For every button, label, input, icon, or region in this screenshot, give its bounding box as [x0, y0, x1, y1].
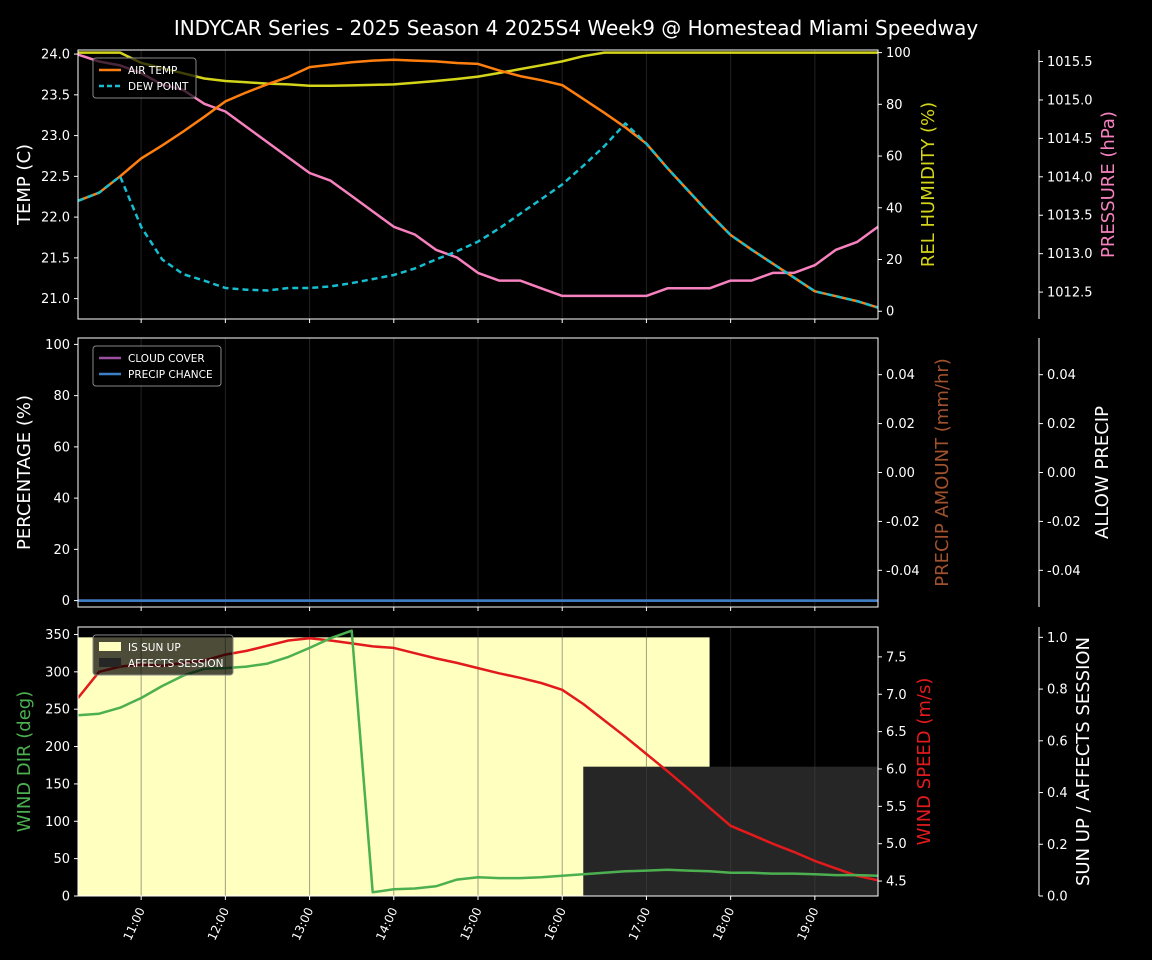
temp-far-right-tick-label: 1015.0 [1047, 93, 1093, 108]
temp-panel: 21.0 21.5 22.0 22.5 23.0 23.5 24.0 TEMP (C) 0 20 4… [14, 46, 1119, 323]
wind-right-axis-label: WIND SPEED (m/s) [914, 678, 935, 846]
chart_data.0-left-tick-label: 21.0 [41, 292, 70, 307]
precip-far-right-axis-label: ALLOW PRECIP [1092, 406, 1113, 539]
wind-legend-swatch [99, 642, 121, 651]
chart_data.0-left-tick-label: 22.5 [41, 170, 70, 185]
chart_data.2-left-tick-label: 350 [45, 628, 70, 643]
chart_data.2-left-tick-label: 150 [45, 777, 70, 792]
chart_data.1-left-tick-label: 60 [53, 440, 70, 455]
chart_data.1-left-axis-label: PERCENTAGE (%) [14, 395, 35, 550]
wind-far-right-tick-label: 0.2 [1047, 838, 1068, 853]
chart_data.0-left-tick-label: 23.0 [41, 129, 70, 144]
precip-far-right-tick-label: -0.04 [1047, 564, 1081, 579]
precip-far-right-tick-label: -0.02 [1047, 515, 1081, 530]
chart_data.0-left-tick-label: 23.5 [41, 88, 70, 103]
precip-far-right-tick-label: 0.02 [1047, 417, 1076, 432]
temp-right-tick-label: 20 [886, 253, 903, 268]
chart_data.0-left-axis-label: TEMP (C) [14, 144, 35, 226]
chart_data.1-left-tick-label: 0 [62, 594, 70, 609]
wind-right-tick-label: 6.0 [886, 762, 907, 777]
chart_data.0-left-tick-label: 22.0 [41, 211, 70, 226]
wind-legend-label: AFFECTS SESSION [128, 658, 224, 670]
dew-point-line [77, 122, 879, 309]
temp-far-right-tick-label: 1012.5 [1047, 286, 1093, 301]
chart_data.1-left-tick-label: 20 [53, 543, 70, 558]
precip-right-tick-label: 0.04 [886, 368, 915, 383]
wind-right-tick-label: 5.5 [886, 800, 907, 815]
chart-title: INDYCAR Series - 2025 Season 4 2025S4 We… [174, 16, 979, 40]
wind-right-tick-label: 4.5 [886, 875, 907, 890]
precip-right-axis-label: PRECIP AMOUNT (mm/hr) [932, 358, 953, 587]
chart_data.2-left-axis-label: WIND DIR (deg) [14, 691, 35, 833]
temp-right-tick-label: 40 [886, 201, 903, 216]
wind-right-tick-label: 6.5 [886, 725, 907, 740]
precip-legend-label: PRECIP CHANCE [128, 369, 213, 381]
temp-right-tick-label: 60 [886, 150, 903, 165]
temp-far-right-tick-label: 1014.0 [1047, 170, 1093, 185]
chart_data.2-left-tick-label: 50 [53, 852, 70, 867]
humidity-line [78, 51, 878, 87]
temp-far-right-tick-label: 1013.5 [1047, 209, 1093, 224]
chart_data.1-left-tick-label: 40 [53, 492, 70, 507]
precip-far-right-tick-label: 0.04 [1047, 368, 1076, 383]
chart_data.2-left-tick-label: 300 [45, 665, 70, 680]
wind-far-right-axis-label: SUN UP / AFFECTS SESSION [1073, 637, 1094, 886]
wind-far-right-tick-label: 0.0 [1047, 890, 1068, 905]
temp-legend-label: DEW POINT [128, 81, 189, 93]
chart_data.2-left-tick-label: 250 [45, 703, 70, 718]
temp-right-tick-label: 80 [886, 98, 903, 113]
wind-far-right-tick-label: 0.4 [1047, 786, 1068, 801]
chart_data.2-left-tick-label: 0 [62, 890, 70, 905]
pressure-line [77, 53, 879, 298]
wind-far-right-tick-label: 1.0 [1047, 631, 1068, 646]
temp-right-tick-label: 100 [886, 46, 911, 61]
temp-far-right-tick-label: 1015.5 [1047, 55, 1093, 70]
precip-panel: 0 20 40 60 80 100 PERCENTAGE (%) -0.04 -0.02 0.00… [14, 337, 1113, 611]
precip-right-tick-label: -0.02 [886, 515, 920, 530]
wind-far-right-tick-label: 0.6 [1047, 734, 1068, 749]
wind-right-tick-label: 7.5 [886, 650, 907, 665]
temp-legend-box [92, 57, 197, 99]
chart_data.0-left-tick-label: 24.0 [41, 48, 70, 63]
precip-right-tick-label: 0.00 [886, 466, 915, 481]
chart_data.1-left-tick-label: 100 [45, 338, 70, 353]
precip-right-tick-label: -0.04 [886, 564, 920, 579]
temp-legend-label: AIR TEMP [128, 65, 177, 77]
wind-right-tick-label: 7.0 [886, 688, 907, 703]
wind-far-right-tick-label: 0.8 [1047, 683, 1068, 698]
wind-legend-label: IS SUN UP [128, 642, 181, 654]
temp-far-right-tick-label: 1013.0 [1047, 247, 1093, 262]
precip-legend-box [92, 345, 222, 387]
chart_data.0-left-tick-label: 21.5 [41, 251, 70, 266]
precip-legend-label: CLOUD COVER [128, 353, 205, 365]
temp-far-right-tick-label: 1014.5 [1047, 132, 1093, 147]
precip-right-tick-label: 0.02 [886, 417, 915, 432]
temp-far-right-axis-label: PRESSURE (hPa) [1098, 111, 1119, 258]
wind-right-tick-label: 5.0 [886, 837, 907, 852]
chart_data.2-left-tick-label: 200 [45, 740, 70, 755]
chart_data.1-left-tick-label: 80 [53, 389, 70, 404]
temp-right-tick-label: 0 [886, 305, 894, 320]
precip-far-right-tick-label: 0.00 [1047, 466, 1076, 481]
temp-right-axis-label: REL HUMIDITY (%) [918, 102, 939, 267]
chart_data.2-left-tick-label: 100 [45, 815, 70, 830]
wind-legend-box [92, 634, 234, 676]
wind-legend-swatch [99, 658, 121, 667]
